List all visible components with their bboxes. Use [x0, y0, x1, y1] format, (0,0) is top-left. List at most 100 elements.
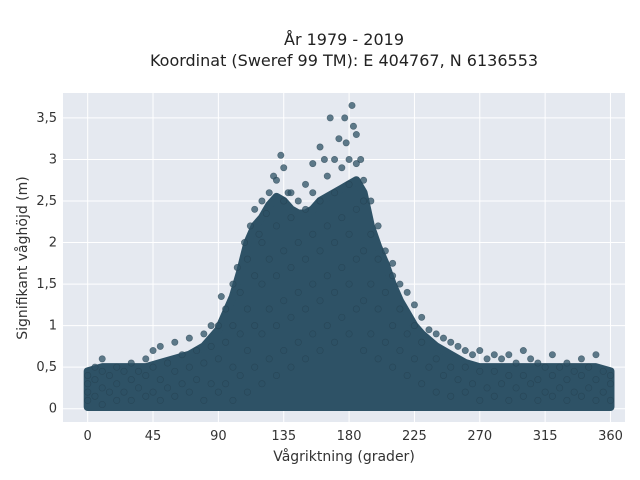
- data-point: [214, 322, 222, 330]
- data-point: [185, 388, 193, 396]
- data-point: [425, 326, 433, 334]
- data-point: [302, 180, 310, 188]
- data-point: [302, 255, 310, 263]
- data-point: [277, 151, 285, 159]
- data-point: [476, 347, 484, 355]
- data-point: [410, 322, 418, 330]
- data-point: [98, 384, 106, 392]
- data-point: [265, 355, 273, 363]
- data-point: [258, 380, 266, 388]
- data-point: [461, 363, 469, 371]
- data-point: [246, 222, 254, 230]
- data-point: [185, 363, 193, 371]
- data-point: [309, 189, 317, 197]
- y-axis-title: Signifikant våghöjd (m): [14, 176, 31, 339]
- data-point: [331, 288, 339, 296]
- data-point: [599, 367, 607, 375]
- data-point: [294, 197, 302, 205]
- data-point: [352, 160, 360, 168]
- data-point: [251, 205, 259, 213]
- data-point: [585, 384, 593, 392]
- data-point: [432, 355, 440, 363]
- data-point: [258, 330, 266, 338]
- data-point: [251, 322, 259, 330]
- data-point: [316, 347, 324, 355]
- data-point: [519, 371, 527, 379]
- x-tick-label: 90: [210, 429, 227, 444]
- data-point: [251, 272, 259, 280]
- data-point: [348, 101, 356, 109]
- x-tick-labels: 0 45 90 135 180 225 270 315 360: [84, 429, 623, 444]
- data-point: [331, 338, 339, 346]
- data-point: [316, 247, 324, 255]
- data-point: [403, 288, 411, 296]
- data-point: [326, 114, 334, 122]
- data-point: [120, 367, 128, 375]
- data-point: [214, 355, 222, 363]
- data-point: [606, 396, 614, 404]
- x-tick-label: 360: [598, 429, 623, 444]
- data-point: [287, 214, 295, 222]
- data-point: [374, 222, 382, 230]
- data-point: [381, 288, 389, 296]
- y-tick-label: 0: [49, 402, 57, 417]
- data-point: [599, 388, 607, 396]
- data-point: [91, 376, 99, 384]
- data-point: [178, 351, 186, 359]
- data-point: [352, 255, 360, 263]
- data-point: [439, 334, 447, 342]
- data-point: [505, 351, 513, 359]
- data-point: [127, 359, 135, 367]
- y-tick-label: 1,5: [36, 277, 57, 292]
- data-point: [403, 330, 411, 338]
- data-point: [512, 359, 520, 367]
- y-tick-label: 1: [49, 319, 57, 334]
- data-point: [352, 305, 360, 313]
- data-point: [243, 347, 251, 355]
- data-point: [294, 288, 302, 296]
- x-tick-label: 270: [467, 429, 492, 444]
- data-point: [207, 322, 215, 330]
- data-point: [91, 392, 99, 400]
- data-point: [469, 351, 477, 359]
- data-point: [389, 363, 397, 371]
- data-point: [577, 392, 585, 400]
- y-tick-label: 3,5: [36, 111, 57, 126]
- data-point: [255, 230, 263, 238]
- data-point: [309, 160, 317, 168]
- data-point: [519, 392, 527, 400]
- data-point: [229, 396, 237, 404]
- data-point: [323, 172, 331, 180]
- data-point: [98, 401, 106, 409]
- data-point: [200, 330, 208, 338]
- data-point: [498, 380, 506, 388]
- data-point: [287, 363, 295, 371]
- data-point: [490, 367, 498, 375]
- data-point: [302, 205, 310, 213]
- data-point: [222, 305, 230, 313]
- data-point: [142, 392, 150, 400]
- data-point: [360, 176, 368, 184]
- data-point: [287, 313, 295, 321]
- data-point: [316, 297, 324, 305]
- data-point: [425, 363, 433, 371]
- data-point: [563, 396, 571, 404]
- data-point: [243, 305, 251, 313]
- data-point: [360, 347, 368, 355]
- data-point: [338, 263, 346, 271]
- data-point: [592, 376, 600, 384]
- data-point: [272, 176, 280, 184]
- data-point: [222, 338, 230, 346]
- data-point: [316, 197, 324, 205]
- data-point: [229, 322, 237, 330]
- data-point: [265, 189, 273, 197]
- data-point: [222, 380, 230, 388]
- data-point: [302, 305, 310, 313]
- data-point: [236, 288, 244, 296]
- data-point: [294, 338, 302, 346]
- data-point: [135, 384, 143, 392]
- data-point: [469, 380, 477, 388]
- data-point: [345, 230, 353, 238]
- data-point: [396, 280, 404, 288]
- data-point: [207, 342, 215, 350]
